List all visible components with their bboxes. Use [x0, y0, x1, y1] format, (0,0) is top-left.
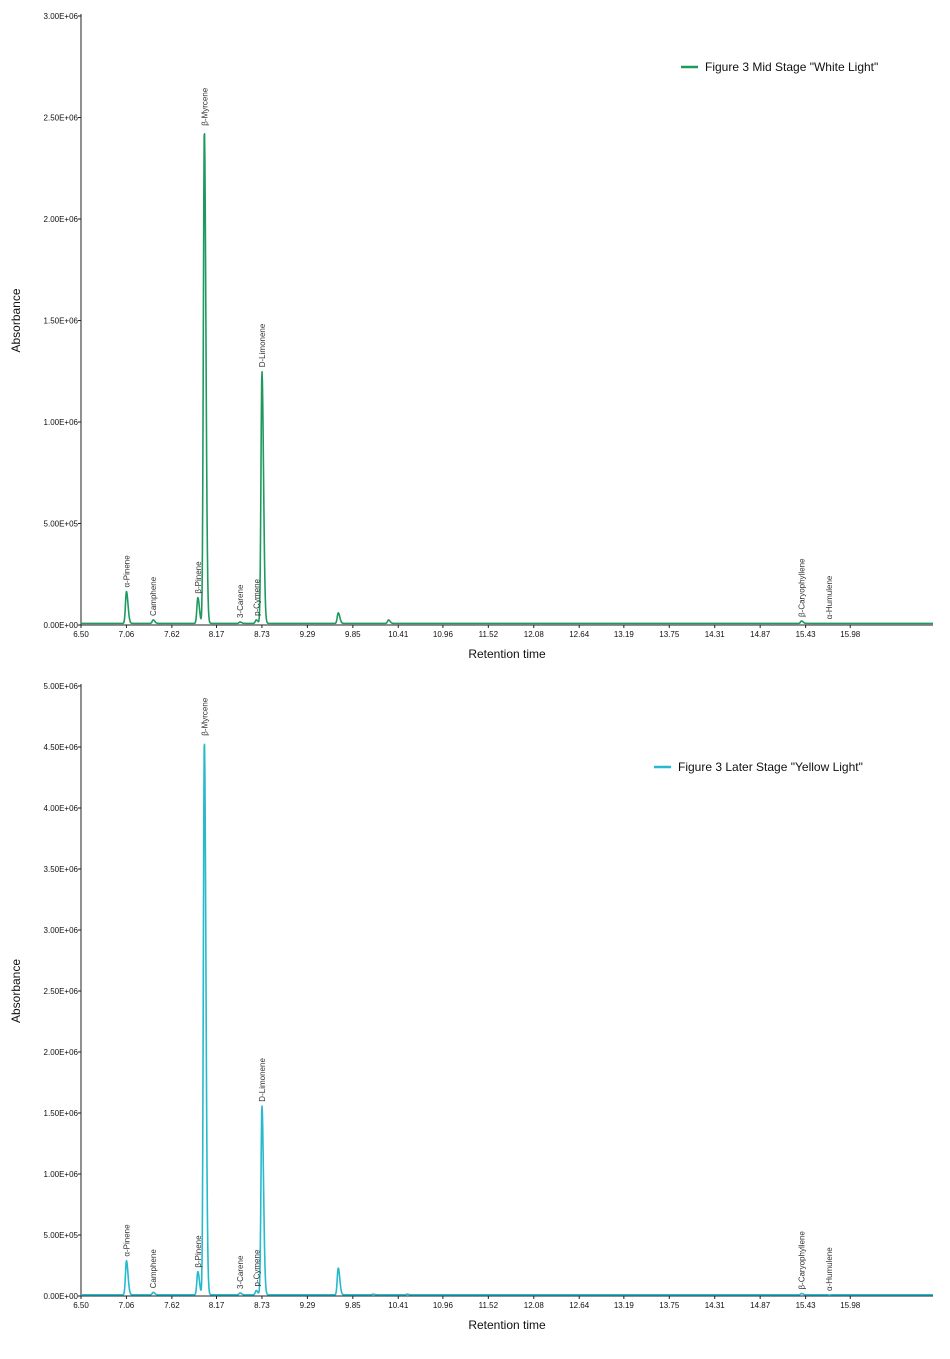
y-tick-label: 0.00E+00 — [44, 1292, 79, 1301]
x-tick-label: 6.50 — [73, 1301, 89, 1310]
x-tick-label: 13.75 — [659, 630, 680, 639]
chromatogram-mid-stage: 0.00E+00 5.00E+05 1.00E+06 1.50E+06 2.00E+06… — [9, 12, 934, 661]
signal-trace — [80, 743, 934, 1296]
x-tick-label: 12.08 — [524, 630, 545, 639]
x-tick-label: 10.41 — [388, 630, 409, 639]
x-tick-label: 13.19 — [614, 630, 635, 639]
peak-label: α-Pinene — [122, 555, 131, 588]
y-tick-label: 1.50E+06 — [44, 317, 79, 326]
x-tick-label: 8.17 — [209, 1301, 225, 1310]
legend-label: Figure 3 Later Stage "Yellow Light" — [678, 760, 863, 774]
y-tick-label: 2.50E+06 — [44, 987, 79, 996]
signal-trace — [80, 133, 934, 625]
x-tick-label: 12.08 — [524, 1301, 545, 1310]
legend: Figure 3 Later Stage "Yellow Light" — [654, 760, 863, 774]
peak-label: Camphene — [149, 1249, 158, 1289]
peak-label: β-Caryophyllene — [798, 1231, 807, 1290]
peak-label: D-Limonene — [258, 323, 267, 367]
y-tick-label: 1.50E+06 — [44, 1109, 79, 1118]
x-tick-label: 15.98 — [840, 1301, 861, 1310]
y-tick-label: 2.00E+06 — [44, 215, 79, 224]
x-tick-label: 9.29 — [300, 1301, 316, 1310]
peak-label: β-Caryophyllene — [798, 558, 807, 617]
y-axis-label: Absorbance — [9, 959, 23, 1023]
legend-label: Figure 3 Mid Stage "White Light" — [705, 60, 878, 74]
x-tick-label: 7.06 — [119, 630, 135, 639]
x-tick-label: 9.85 — [345, 1301, 361, 1310]
x-tick-label: 15.43 — [796, 630, 817, 639]
x-tick-label: 7.62 — [164, 630, 180, 639]
y-tick-label: 3.50E+06 — [44, 865, 79, 874]
peak-label: β-Myrcene — [200, 697, 209, 735]
x-tick-label: 9.85 — [345, 630, 361, 639]
y-tick-label: 1.00E+06 — [44, 1170, 79, 1179]
x-tick-label: 6.50 — [73, 630, 89, 639]
x-tick-label: 14.87 — [750, 630, 771, 639]
x-tick-label: 8.17 — [209, 630, 225, 639]
y-tick-label: 5.00E+05 — [44, 520, 79, 529]
peak-label: Camphene — [149, 576, 158, 616]
peak-label: α-Pinene — [122, 1224, 131, 1257]
x-tick-label: 14.31 — [705, 1301, 726, 1310]
x-tick-label: 14.31 — [705, 630, 726, 639]
x-tick-label: 11.52 — [479, 1301, 499, 1310]
peak-label: D-Limonene — [258, 1058, 267, 1102]
legend: Figure 3 Mid Stage "White Light" — [681, 60, 878, 74]
peak-label: p-Cymene — [252, 1249, 261, 1286]
x-tick-label: 15.43 — [796, 1301, 817, 1310]
y-tick-label: 3.00E+06 — [44, 12, 79, 21]
x-tick-label: 10.96 — [433, 1301, 454, 1310]
peak-label: β-Pinene — [194, 1235, 203, 1268]
y-tick-label: 4.50E+06 — [44, 743, 79, 752]
x-tick-label: 12.64 — [569, 630, 590, 639]
x-tick-label: 13.19 — [614, 1301, 635, 1310]
x-axis-label: Retention time — [468, 647, 546, 661]
x-axis-label: Retention time — [468, 1318, 546, 1332]
x-tick-label: 14.87 — [750, 1301, 771, 1310]
x-tick-label: 9.29 — [300, 630, 316, 639]
y-axis-label: Absorbance — [9, 288, 23, 352]
x-tick-label: 8.73 — [254, 1301, 270, 1310]
x-tick-label: 8.73 — [254, 630, 270, 639]
y-tick-label: 4.00E+06 — [44, 804, 79, 813]
x-tick-label: 10.41 — [388, 1301, 409, 1310]
y-tick-label: 5.00E+06 — [44, 682, 79, 691]
chromatogram-later-stage: 0.00E+00 5.00E+05 1.00E+06 1.50E+06 2.00E+06… — [9, 682, 934, 1332]
y-tick-label: 5.00E+05 — [44, 1231, 79, 1240]
y-tick-label: 1.00E+06 — [44, 418, 79, 427]
x-tick-label: 12.64 — [569, 1301, 590, 1310]
peak-label: 3-Carene — [236, 1255, 245, 1289]
x-tick-label: 7.62 — [164, 1301, 180, 1310]
x-tick-label: 11.52 — [479, 630, 499, 639]
peak-label: p-Cymene — [252, 578, 261, 615]
peak-label: α-Humulene — [825, 575, 834, 619]
peak-label: β-Pinene — [194, 561, 203, 594]
x-tick-label: 10.96 — [433, 630, 454, 639]
y-tick-label: 2.50E+06 — [44, 114, 79, 123]
peak-label: β-Myrcene — [200, 87, 209, 125]
x-tick-label: 15.98 — [840, 630, 861, 639]
y-tick-label: 3.00E+06 — [44, 926, 79, 935]
y-tick-label: 2.00E+06 — [44, 1048, 79, 1057]
y-tick-label: 0.00E+00 — [44, 621, 79, 630]
x-tick-label: 7.06 — [119, 1301, 135, 1310]
peak-label: 3-Carene — [236, 584, 245, 618]
peak-label: α-Humulene — [825, 1247, 834, 1291]
x-tick-label: 13.75 — [659, 1301, 680, 1310]
